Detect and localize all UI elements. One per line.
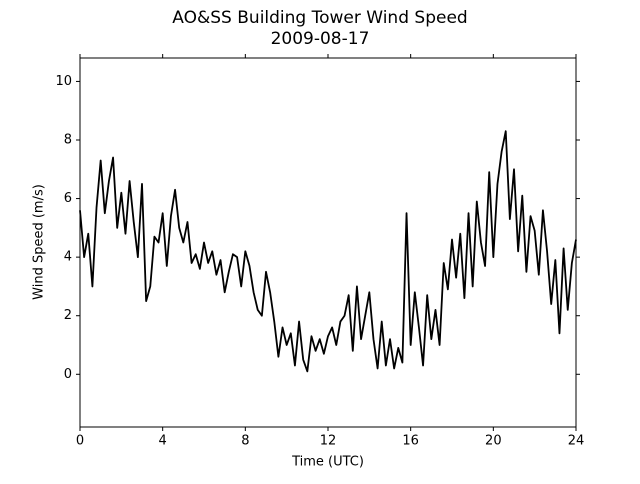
y-axis-label: Wind Speed (m/s)	[32, 184, 47, 300]
y-tick-label: 2	[64, 308, 72, 323]
x-tick-label: 4	[159, 434, 167, 449]
x-tick-label: 8	[241, 434, 249, 449]
chart-subtitle: 2009-08-17	[271, 29, 370, 49]
x-tick-label: 12	[320, 434, 337, 449]
series-line	[79, 130, 577, 373]
x-tick-label: 24	[568, 434, 585, 449]
y-tick-label: 8	[64, 133, 72, 148]
chart-title: AO&SS Building Tower Wind Speed	[172, 8, 467, 28]
y-tick-label: 0	[64, 367, 72, 382]
x-tick-label: 20	[485, 434, 502, 449]
y-tick-label: 10	[55, 74, 72, 89]
y-tick-label: 6	[64, 191, 72, 206]
y-tick-label: 4	[64, 250, 72, 265]
x-tick-label: 16	[402, 434, 419, 449]
x-axis-label: Time (UTC)	[291, 455, 364, 470]
x-tick-label: 0	[76, 434, 84, 449]
